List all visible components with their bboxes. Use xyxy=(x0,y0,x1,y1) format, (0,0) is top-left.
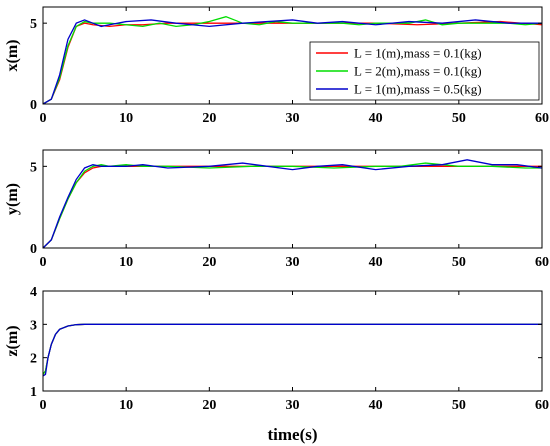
x-tick-label: 40 xyxy=(369,111,383,126)
y-tick-label: 3 xyxy=(30,318,37,333)
y-tick-label: 1 xyxy=(30,385,37,400)
x-tick-label: 30 xyxy=(286,398,300,413)
legend-entry-3: L = 1(m),mass = 0.5(kg) xyxy=(354,82,482,97)
subplot-x: 0 10 20 30 40 50 60 0 5 x(m) L = 1(m),mass = 0.1(k… xyxy=(4,6,549,126)
legend-entry-2: L = 2(m),mass = 0.1(kg) xyxy=(354,64,482,79)
y-tick-label: 5 xyxy=(30,160,37,175)
x-tick-label: 0 xyxy=(40,111,47,126)
x-tick-label: 0 xyxy=(40,398,47,413)
y-tick-label: 2 xyxy=(30,352,37,367)
y-axis-label-y: y(m) xyxy=(4,183,21,215)
subplot-y: 0 10 20 30 40 50 60 0 5 y(m) xyxy=(4,149,549,270)
series-line-x-3 xyxy=(43,19,542,104)
x-tick-label: 50 xyxy=(452,111,466,126)
x-tick-label: 10 xyxy=(119,111,133,126)
series-line-z-2 xyxy=(43,323,542,375)
x-tick-label: 20 xyxy=(202,255,216,270)
y-tick-label: 0 xyxy=(30,242,37,257)
x-tick-label: 20 xyxy=(202,398,216,413)
x-tick-label: 30 xyxy=(286,255,300,270)
series-line-y-2 xyxy=(43,162,542,248)
y-axis-label-x: x(m) xyxy=(4,40,21,72)
y-tick-label: 4 xyxy=(30,285,37,300)
y-tick-label: 5 xyxy=(30,17,37,32)
x-tick-label: 40 xyxy=(369,398,383,413)
legend-box xyxy=(309,41,540,101)
legend-entry-1: L = 1(m),mass = 0.1(kg) xyxy=(354,46,482,61)
axes-box-y xyxy=(42,149,543,249)
x-tick-label: 60 xyxy=(535,398,549,413)
y-axis-label-z: z(m) xyxy=(4,325,21,356)
axes-box-z xyxy=(42,290,543,392)
series-line-x-2 xyxy=(43,16,542,104)
series-line-z-3 xyxy=(43,323,542,377)
x-tick-label: 40 xyxy=(369,255,383,270)
x-axis-label: time(s) xyxy=(267,425,317,444)
x-tick-label: 20 xyxy=(202,111,216,126)
x-tick-label: 10 xyxy=(119,255,133,270)
series-line-y-3 xyxy=(43,159,542,248)
x-tick-label: 30 xyxy=(286,111,300,126)
x-tick-label: 60 xyxy=(535,111,549,126)
subplot-z: 0 10 20 30 40 50 60 1 2 3 4 z(m) time(s) xyxy=(4,285,549,444)
x-tick-label: 50 xyxy=(452,255,466,270)
x-tick-label: 50 xyxy=(452,398,466,413)
series-line-z-1 xyxy=(43,323,542,375)
x-tick-label: 0 xyxy=(40,255,47,270)
series-line-y-1 xyxy=(43,165,542,248)
y-tick-label: 0 xyxy=(30,98,37,113)
legend: L = 1(m),mass = 0.1(kg) L = 2(m),mass = 0… xyxy=(309,41,540,101)
x-tick-label: 60 xyxy=(535,255,549,270)
x-tick-label: 10 xyxy=(119,398,133,413)
